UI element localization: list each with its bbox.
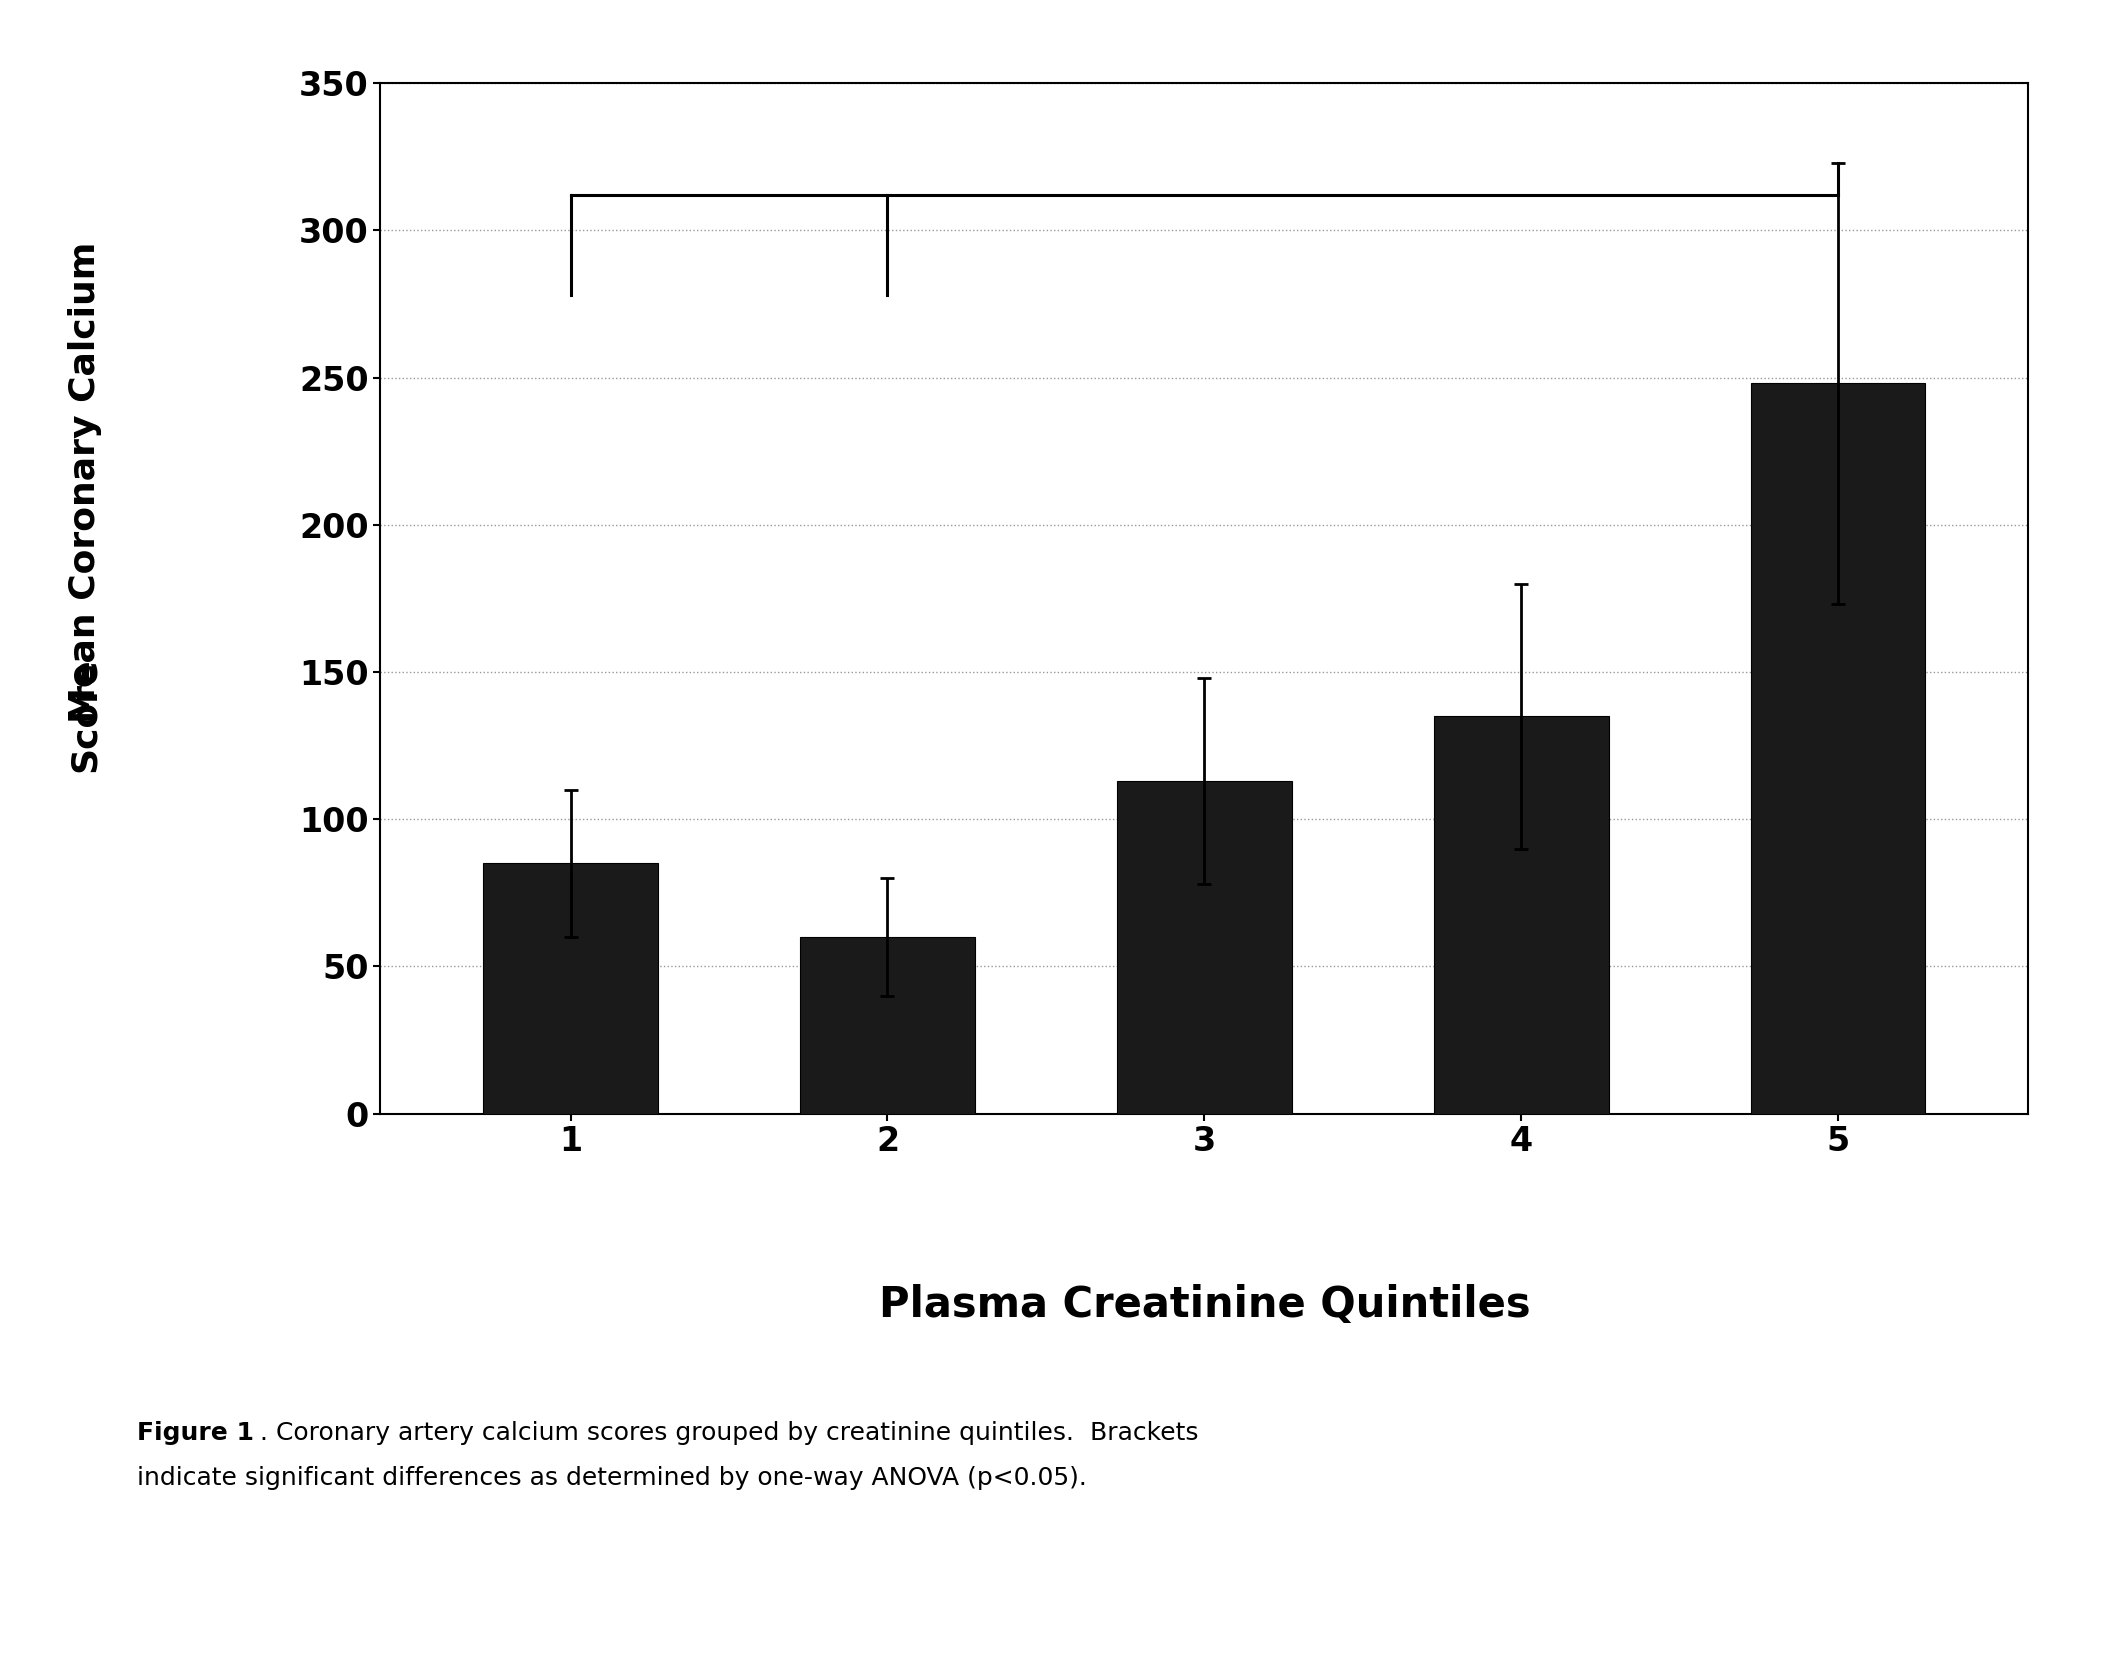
- Text: indicate significant differences as determined by one-way ANOVA (p<0.05).: indicate significant differences as dete…: [137, 1466, 1088, 1489]
- Text: Mean Coronary Calcium: Mean Coronary Calcium: [68, 241, 101, 723]
- Text: Score: Score: [68, 658, 101, 771]
- Bar: [1118, 781, 1291, 1114]
- Text: Figure 1: Figure 1: [137, 1421, 254, 1444]
- Text: Plasma Creatinine Quintiles: Plasma Creatinine Quintiles: [879, 1283, 1530, 1326]
- Bar: [484, 863, 657, 1114]
- Text: . Coronary artery calcium scores grouped by creatinine quintiles.  Brackets: . Coronary artery calcium scores grouped…: [260, 1421, 1198, 1444]
- Bar: [801, 937, 974, 1114]
- Bar: [1435, 716, 1608, 1114]
- Bar: [1752, 384, 1925, 1114]
